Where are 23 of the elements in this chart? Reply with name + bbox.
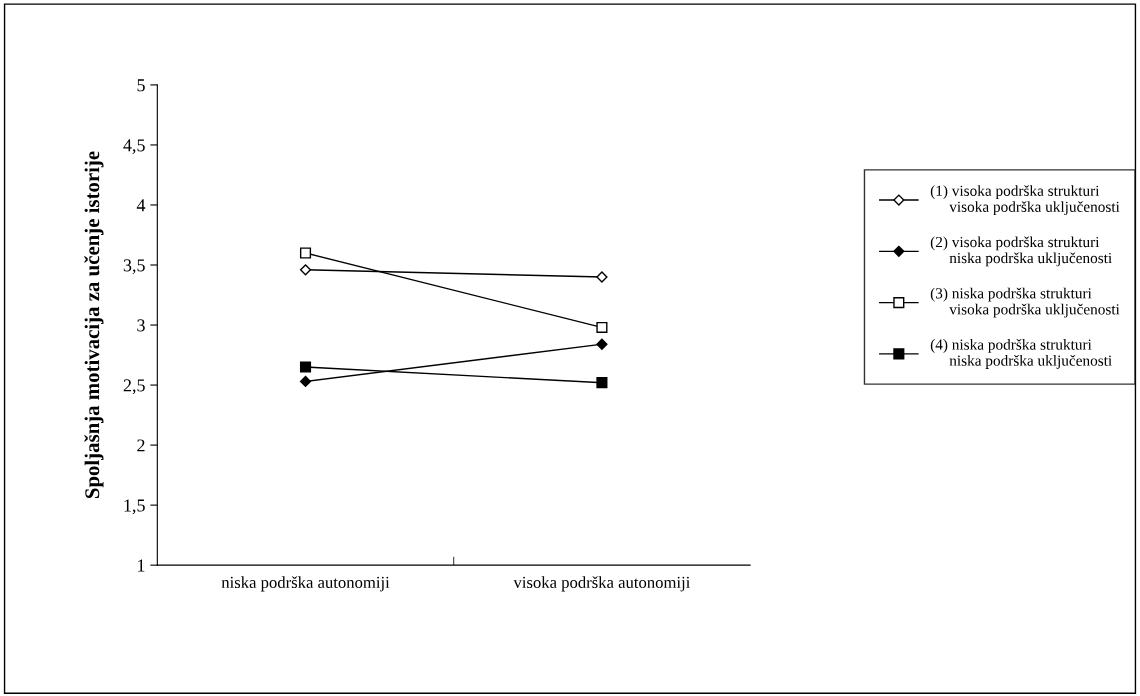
- legend-label: (4) niska podrška strukturi niska podrška uključenosti: [930, 338, 1112, 369]
- y-tick-label: 2,5: [123, 379, 145, 395]
- legend-label: (3) niska podrška strukturi visoka podrška uključenosti: [930, 287, 1120, 318]
- point: [596, 377, 608, 389]
- legend-label: (1) visoka podrška strukturi visoka podrška uključenosti: [930, 185, 1120, 216]
- point: [596, 338, 608, 350]
- y-tick-label: 3,5: [123, 259, 145, 275]
- point: [299, 361, 312, 373]
- y-tick-label: 5: [137, 79, 145, 92]
- point: [596, 321, 608, 333]
- point: [299, 247, 312, 259]
- y-tick-label: 1,5: [124, 499, 145, 515]
- x-tick-label: niska podrška autonomiji: [221, 576, 390, 592]
- y-tick-label: 2: [137, 439, 145, 452]
- point: [299, 264, 312, 276]
- y-axis-title: Spoljašnja motivacija za učenje istorije: [84, 151, 104, 499]
- y-tick-label: 4,5: [123, 139, 145, 154]
- y-tick-label: 4: [136, 199, 146, 212]
- y-tick-label: 3: [137, 319, 145, 332]
- y-tick-label: 1: [138, 559, 145, 572]
- point: [299, 375, 312, 388]
- legend-label: (2) visoka podrška strukturi niska podrška uključenosti: [930, 236, 1112, 267]
- x-tick-label: visoka podrška autonomiji: [513, 576, 691, 592]
